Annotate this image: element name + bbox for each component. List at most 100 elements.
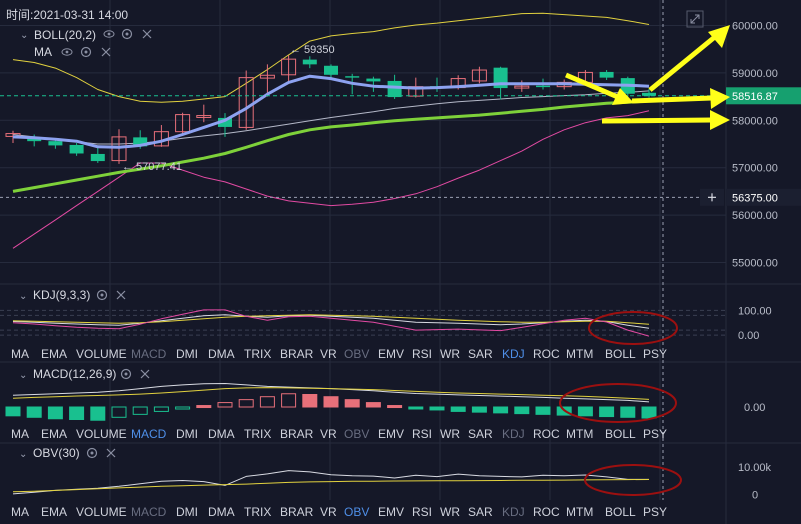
- candle-body: [642, 92, 656, 96]
- indicator-tab-sar[interactable]: SAR: [468, 347, 493, 361]
- indicator-tab-kdj[interactable]: KDJ: [502, 505, 525, 519]
- indicator-tab-trix[interactable]: TRIX: [244, 427, 271, 441]
- gear-icon[interactable]: [80, 46, 92, 58]
- collapse-chevron-icon[interactable]: ⌄: [19, 449, 27, 460]
- indicator-tab-wr[interactable]: WR: [440, 347, 460, 361]
- indicator-tab-boll[interactable]: BOLL: [605, 505, 636, 519]
- indicator-tab-psy[interactable]: PSY: [643, 505, 667, 519]
- indicator-tab-boll[interactable]: BOLL: [605, 427, 636, 441]
- indicator-tab-wr[interactable]: WR: [440, 427, 460, 441]
- indicator-tab-vr[interactable]: VR: [320, 347, 337, 361]
- macd-hist-bar: [365, 402, 381, 408]
- close-icon[interactable]: [116, 290, 126, 300]
- indicator-tab-boll[interactable]: BOLL: [605, 347, 636, 361]
- indicator-tab-obv[interactable]: OBV: [344, 347, 369, 361]
- indicator-tab-volume[interactable]: VOLUME: [76, 427, 127, 441]
- expand-icon[interactable]: [686, 10, 704, 28]
- indicator-tab-kdj[interactable]: KDJ: [502, 347, 525, 361]
- indicator-tab-ema[interactable]: EMA: [41, 427, 67, 441]
- indicator-tab-emv[interactable]: EMV: [378, 427, 404, 441]
- crosshair-plus-icon[interactable]: [700, 188, 724, 206]
- macd-hist-bar: [408, 406, 424, 410]
- indicator-tab-obv[interactable]: OBV: [344, 505, 369, 519]
- indicator-tab-rsi[interactable]: RSI: [412, 427, 432, 441]
- indicator-tab-ema[interactable]: EMA: [41, 505, 67, 519]
- gear-icon[interactable]: [120, 368, 132, 380]
- indicator-tab-emv[interactable]: EMV: [378, 347, 404, 361]
- indicator-tab-dmi[interactable]: DMI: [176, 505, 198, 519]
- indicator-tab-brar[interactable]: BRAR: [280, 347, 314, 361]
- indicator-tab-mtm[interactable]: MTM: [566, 505, 593, 519]
- macd-hist-bar: [493, 406, 509, 414]
- indicator-tab-rsi[interactable]: RSI: [412, 505, 432, 519]
- current-price-tag: 58516.87: [726, 87, 801, 105]
- annotation-arrows: [565, 25, 730, 130]
- indicator-tab-dma[interactable]: DMA: [208, 505, 235, 519]
- macd-hist-bar: [429, 406, 445, 411]
- close-icon[interactable]: [140, 369, 150, 379]
- collapse-chevron-icon[interactable]: ⌄: [19, 291, 27, 302]
- high-price-annotation: ← 59350: [290, 44, 335, 56]
- collapse-chevron-icon[interactable]: ⌄: [20, 30, 28, 41]
- cursor-price-value: 56375.00: [732, 192, 778, 204]
- indicator-tab-sar[interactable]: SAR: [468, 505, 493, 519]
- low-price-annotation: ← 57077.41: [122, 161, 182, 173]
- indicator-tab-dma[interactable]: DMA: [208, 427, 235, 441]
- close-icon[interactable]: [106, 448, 116, 458]
- macd-hist-bar: [471, 406, 487, 413]
- price-tick-label: 57000.00: [732, 163, 778, 175]
- indicator-tab-brar[interactable]: BRAR: [280, 427, 314, 441]
- indicator-tab-macd[interactable]: MACD: [131, 505, 167, 519]
- indicator-tab-trix[interactable]: TRIX: [244, 505, 271, 519]
- eye-icon[interactable]: [103, 30, 115, 38]
- indicator-tab-brar[interactable]: BRAR: [280, 505, 314, 519]
- indicator-tab-trix[interactable]: TRIX: [244, 347, 271, 361]
- indicator-tab-dmi[interactable]: DMI: [176, 347, 198, 361]
- indicator-tab-emv[interactable]: EMV: [378, 505, 404, 519]
- price-tick-label: 56000.00: [732, 210, 778, 222]
- indicator-tab-ma[interactable]: MA: [11, 505, 29, 519]
- indicator-tab-sar[interactable]: SAR: [468, 427, 493, 441]
- gear-icon[interactable]: [86, 447, 98, 459]
- maobv-line: [12, 479, 650, 493]
- indicator-tab-roc[interactable]: ROC: [533, 427, 560, 441]
- gear-icon[interactable]: [96, 289, 108, 301]
- candle-body: [324, 65, 338, 75]
- gear-icon[interactable]: [121, 28, 133, 40]
- indicator-tab-obv[interactable]: OBV: [344, 427, 369, 441]
- indicator-tab-dma[interactable]: DMA: [208, 347, 235, 361]
- indicator-tab-mtm[interactable]: MTM: [566, 427, 593, 441]
- close-icon[interactable]: [142, 29, 152, 39]
- indicator-tab-mtm[interactable]: MTM: [566, 347, 593, 361]
- indicator-tab-ma[interactable]: MA: [11, 427, 29, 441]
- indicator-tab-wr[interactable]: WR: [440, 505, 460, 519]
- indicator-tab-roc[interactable]: ROC: [533, 505, 560, 519]
- indicator-tab-volume[interactable]: VOLUME: [76, 347, 127, 361]
- ma-layer: [12, 74, 650, 193]
- indicator-tab-psy[interactable]: PSY: [643, 427, 667, 441]
- highlight-ellipse: [584, 464, 682, 496]
- indicator-tab-psy[interactable]: PSY: [643, 347, 667, 361]
- boll-legend: ⌄ BOLL(20,2): [20, 28, 152, 42]
- indicator-tab-rsi[interactable]: RSI: [412, 347, 432, 361]
- macd-axis: 0.00: [744, 402, 765, 414]
- candle-body: [196, 115, 212, 118]
- indicator-tab-roc[interactable]: ROC: [533, 347, 560, 361]
- arrow-line: [648, 34, 718, 92]
- indicator-tab-kdj[interactable]: KDJ: [502, 427, 525, 441]
- collapse-chevron-icon[interactable]: ⌄: [19, 370, 27, 381]
- indicator-tab-vr[interactable]: VR: [320, 427, 337, 441]
- indicator-tab-vr[interactable]: VR: [320, 505, 337, 519]
- indicator-tab-volume[interactable]: VOLUME: [76, 505, 127, 519]
- indicator-tab-macd[interactable]: MACD: [131, 347, 167, 361]
- indicator-tab-macd[interactable]: MACD: [131, 427, 167, 441]
- indicator-tab-ma[interactable]: MA: [11, 347, 29, 361]
- indicator-tab-ema[interactable]: EMA: [41, 347, 67, 361]
- eye-icon[interactable]: [61, 48, 73, 56]
- close-icon[interactable]: [101, 47, 111, 57]
- price-tick-label: 60000.00: [732, 20, 778, 32]
- macd-hist-bar: [450, 406, 466, 412]
- indicator-tab-dmi[interactable]: DMI: [176, 427, 198, 441]
- macd-hist-bar: [577, 406, 593, 417]
